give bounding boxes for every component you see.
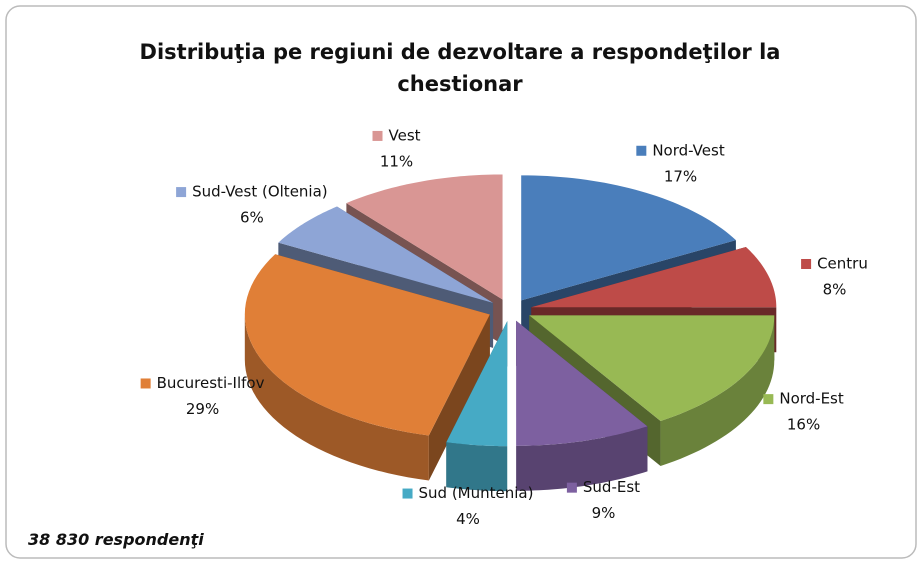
- data-label: Nord-Vest 17%: [636, 141, 725, 185]
- value-label: 29%: [186, 400, 219, 418]
- data-label: Sud (Muntenia) 4%: [402, 484, 534, 528]
- legend-label: Centru: [817, 254, 868, 272]
- legend-label: Nord-Est: [779, 390, 844, 408]
- chart-title: Distribuţia pe regiuni de dezvoltare a r…: [139, 40, 781, 96]
- legend-label: Nord-Vest: [652, 141, 724, 159]
- slice: [446, 321, 508, 447]
- legend-swatch: [566, 482, 577, 493]
- slice: [244, 254, 490, 436]
- value-label: 9%: [592, 504, 616, 522]
- legend-swatch: [402, 488, 413, 499]
- legend-swatch: [372, 130, 383, 141]
- slice-wall: [446, 442, 508, 492]
- slice: [346, 174, 503, 300]
- data-label: Bucuresti-Ilfov 29%: [140, 374, 265, 418]
- data-label: Centru 8%: [801, 254, 868, 298]
- value-label: 6%: [240, 209, 264, 227]
- annotation: 38 830 respondenţi: [28, 530, 204, 549]
- legend-label: Sud (Muntenia): [419, 484, 534, 502]
- legend-label: Bucuresti-Ilfov: [157, 374, 265, 392]
- slice: [278, 206, 494, 303]
- value-label: 4%: [456, 510, 480, 528]
- data-label: Nord-Est 16%: [763, 390, 844, 434]
- slice: [516, 320, 648, 446]
- legend-label: Sud-Est: [583, 478, 640, 496]
- slice-side: [428, 314, 490, 481]
- legend-swatch: [763, 394, 774, 405]
- slice: [531, 246, 777, 308]
- data-label: Sud-Vest (Oltenia) 6%: [176, 183, 328, 227]
- slice-group: [516, 320, 648, 491]
- value-label: 11%: [380, 152, 413, 170]
- slice-group: [446, 321, 508, 492]
- slice: [529, 315, 775, 421]
- slice-wall: [244, 314, 429, 481]
- legend-swatch: [636, 145, 647, 156]
- value-label: 8%: [823, 280, 847, 298]
- value-label: 16%: [787, 416, 820, 434]
- legend-label: Sud-Vest (Oltenia): [192, 183, 328, 201]
- legend-swatch: [140, 378, 151, 389]
- slice-wall: [660, 315, 775, 466]
- legend-swatch: [801, 258, 812, 269]
- value-label: 17%: [664, 167, 697, 185]
- data-label: Vest 11%: [372, 126, 421, 170]
- legend-label: Vest: [389, 126, 421, 144]
- data-label: Sud-Est 9%: [566, 478, 640, 522]
- slice-wall: [516, 426, 648, 491]
- legend-swatch: [176, 187, 187, 198]
- slice: [521, 175, 736, 301]
- slice-group: [244, 254, 490, 481]
